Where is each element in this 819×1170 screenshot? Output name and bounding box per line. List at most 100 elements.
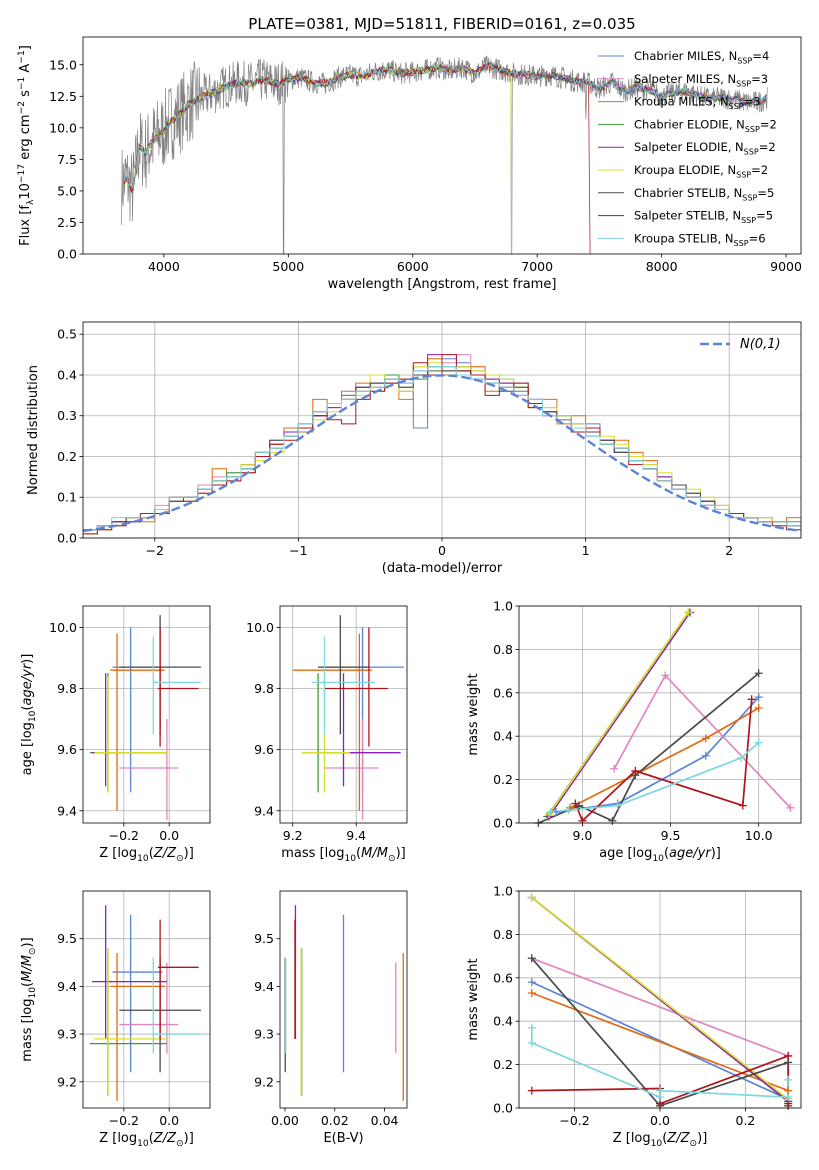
y-axis-label: mass weight xyxy=(466,673,481,755)
mass-weight-marker xyxy=(608,816,617,825)
axes-residuals: −2 −1 0 1 2 0.0 0.1 0.2 0.3 0.4 0.5 (data-model)/er… xyxy=(26,321,802,576)
mass-weight-line xyxy=(548,612,691,817)
x-tick-label: 0.2 xyxy=(736,1113,756,1128)
axes-frame xyxy=(279,605,408,824)
axes-mass_vs_Z: −0.2 0.0 9.2 9.3 9.4 9.5 Z [log10​(Z/Z⊙​)] mass… xyxy=(20,890,211,1149)
y-tick-label: 9.4 xyxy=(57,979,77,994)
y-tick-label: 9.2 xyxy=(57,1074,77,1089)
mass-weight-line xyxy=(569,707,760,809)
y-tick-label: 0.2 xyxy=(57,449,77,464)
mass-weight-marker xyxy=(784,1075,793,1084)
y-tick-label: 9.3 xyxy=(57,1027,77,1042)
mass-weight-marker xyxy=(527,954,536,963)
y-tick-label: 0.0 xyxy=(57,247,77,262)
mass-weight-marker xyxy=(527,1038,536,1047)
y-tick-label: 15.0 xyxy=(49,57,77,72)
plot-area-weight_vs_Z xyxy=(530,896,790,1107)
legend-label: Chabrier STELIB, NSSP​=5 xyxy=(634,186,774,202)
y-axis-label: mass [log10​(M/M⊙​)] xyxy=(20,937,38,1061)
x-axis-label: mass [log10​(M/M⊙​)] xyxy=(281,846,405,864)
mass-weight-marker xyxy=(661,671,670,680)
mass-weight-line xyxy=(548,612,689,815)
axes-frame xyxy=(279,890,408,1109)
x-axis-label: age [log10​(age/yr)] xyxy=(599,846,721,864)
x-tick-label: 9.2 xyxy=(283,828,303,843)
legend-label: Kroupa ELODIE, NSSP​=2 xyxy=(634,163,768,179)
x-axis-label: E(B-V) xyxy=(323,1131,363,1146)
x-tick-label: 4000 xyxy=(148,259,180,274)
x-tick-label: 0.04 xyxy=(371,1113,399,1128)
model-spectrum-line xyxy=(123,63,767,189)
mass-weight-marker xyxy=(784,1051,793,1060)
y-tick-label: 0.4 xyxy=(493,1014,513,1029)
x-tick-label: −2 xyxy=(146,543,164,558)
x-tick-label: 5000 xyxy=(272,259,304,274)
x-axis-label: (data-model)/error xyxy=(382,561,503,576)
y-axis-label: Normed distribution xyxy=(26,365,41,495)
mass-weight-marker xyxy=(738,801,747,810)
axes-spectrum: 4000 5000 6000 7000 8000 9000 0.0 2.5 5.0 7.5 10.0… xyxy=(17,15,802,292)
x-axis-label: wavelength [Angstrom, rest frame] xyxy=(328,277,557,292)
y-tick-label: 10.0 xyxy=(49,120,77,135)
x-tick-label: 7000 xyxy=(521,259,553,274)
plot-area-spectrum xyxy=(121,55,768,254)
axes-frame xyxy=(82,36,802,255)
legend-label: Salpeter STELIB, NSSP​=5 xyxy=(634,209,773,225)
y-tick-label: 9.5 xyxy=(254,931,274,946)
plot-area-mass_vs_Z xyxy=(89,905,201,1101)
mass-weight-marker xyxy=(701,751,710,760)
y-axis-label: age [log10​(age/yr)] xyxy=(20,654,38,776)
x-tick-label: 9.5 xyxy=(661,828,681,843)
y-tick-label: 9.8 xyxy=(57,681,77,696)
mass-weight-marker xyxy=(564,805,573,814)
y-tick-label: 9.4 xyxy=(57,803,77,818)
mass-weight-marker xyxy=(578,816,587,825)
x-tick-label: −0.2 xyxy=(109,1113,139,1128)
mass-weight-line xyxy=(555,696,760,813)
mass-weight-marker xyxy=(546,808,555,817)
mass-weight-line xyxy=(531,957,789,1057)
mass-weight-marker xyxy=(527,893,536,902)
mass-weight-marker xyxy=(737,753,746,762)
y-tick-label: 0.4 xyxy=(57,367,77,382)
axes-weight_vs_age: 9.0 9.5 10.0 0.0 0.2 0.4 0.6 0.8 1.0 age [log10​(… xyxy=(466,599,802,864)
mass-weight-marker xyxy=(613,801,622,810)
x-tick-label: −0.2 xyxy=(109,828,139,843)
mass-weight-marker xyxy=(656,1086,664,1095)
legend-label: Chabrier MILES, NSSP​=4 xyxy=(634,49,769,65)
mass-weight-line xyxy=(613,673,792,809)
mass-weight-marker xyxy=(527,1023,536,1032)
spectrum-legend: Chabrier MILES, NSSP​=4 Salpeter MILES, N… xyxy=(598,49,777,248)
y-tick-label: 0.2 xyxy=(493,1057,513,1072)
observed-spectrum-line xyxy=(121,55,768,254)
legend-label: Kroupa MILES, NSSP​=3 xyxy=(634,95,761,111)
y-tick-label: 0.8 xyxy=(493,642,513,657)
mass-weight-line xyxy=(531,896,789,1100)
chart-title: PLATE=0381, MJD=51811, FIBERID=0161, z=0… xyxy=(248,15,635,33)
y-axis-label: mass weight xyxy=(466,958,481,1040)
x-tick-label: 9.4 xyxy=(346,828,366,843)
axes-mass_vs_ebv: 0.00 0.02 0.04 9.2 9.3 9.4 9.5 E(B-V) xyxy=(254,890,408,1146)
mass-weight-marker xyxy=(610,764,619,773)
residual-histogram xyxy=(83,366,801,538)
y-tick-label: 10.0 xyxy=(49,620,77,635)
y-tick-label: 2.5 xyxy=(57,215,77,230)
y-tick-label: 9.4 xyxy=(254,979,274,994)
mass-weight-marker xyxy=(754,693,763,702)
x-tick-label: 2 xyxy=(725,543,733,558)
y-tick-label: 9.5 xyxy=(57,931,77,946)
axes-age_vs_mass: 9.2 9.4 9.4 9.6 9.8 10.0 mass [log10​(M/M⊙​)] xyxy=(246,605,408,864)
y-tick-label: 0.2 xyxy=(493,772,513,787)
mass-weight-marker xyxy=(571,799,580,808)
axes-frame xyxy=(518,890,802,1109)
x-tick-label: −0.2 xyxy=(559,1113,589,1128)
x-tick-label: 10.0 xyxy=(745,828,773,843)
y-tick-label: 9.4 xyxy=(254,803,274,818)
y-tick-label: 0.0 xyxy=(57,531,77,546)
y-tick-label: 0.6 xyxy=(493,685,513,700)
y-tick-label: 9.2 xyxy=(254,1074,274,1089)
x-tick-label: 8000 xyxy=(646,259,678,274)
y-tick-label: 0.3 xyxy=(57,408,77,423)
x-tick-label: 6000 xyxy=(397,259,429,274)
